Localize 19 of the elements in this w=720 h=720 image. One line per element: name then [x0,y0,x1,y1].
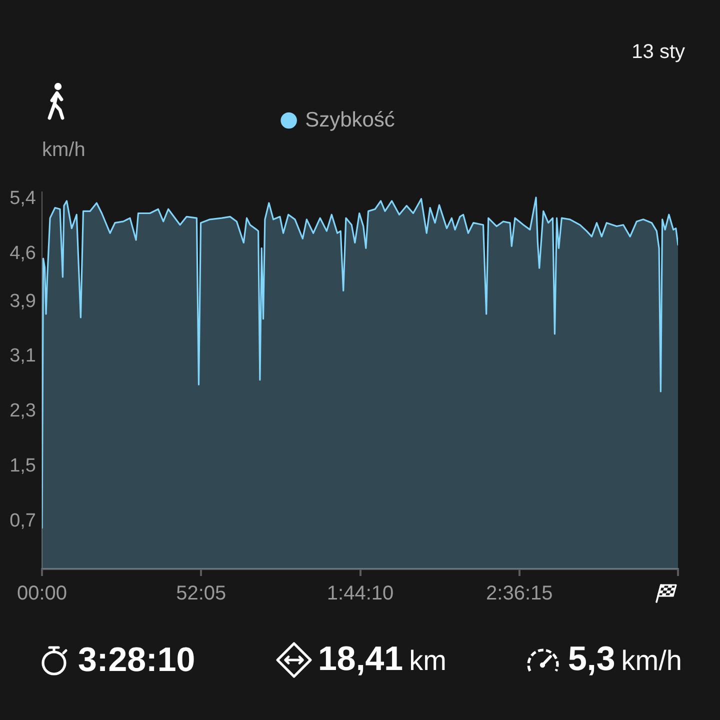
x-tick-label: 1:44:10 [326,582,394,605]
text: 18,41 [318,639,404,679]
text: 13 sty [632,40,685,64]
y-tick-label: 0,7 [10,510,36,532]
y-tick-label: 2,3 [10,400,36,422]
y-tick-label: 5,4 [10,188,36,210]
y-tick-label: 3,1 [10,346,36,367]
text: km/h [621,644,682,678]
legend-label: Szybkość [305,108,395,132]
x-tick-label: 52:05 [176,582,226,605]
y-tick-label: 4,6 [10,242,36,264]
text: 3:28:10 [78,640,196,680]
text: 5,3 [568,639,616,679]
y-tick-label: 3,9 [10,290,36,312]
y-axis-title: km/h [42,138,86,162]
y-tick-label: 1,5 [10,455,36,476]
x-tick-label: 00:00 [16,582,68,605]
text: km [409,644,446,678]
x-tick-label: 2:36:15 [486,582,553,605]
